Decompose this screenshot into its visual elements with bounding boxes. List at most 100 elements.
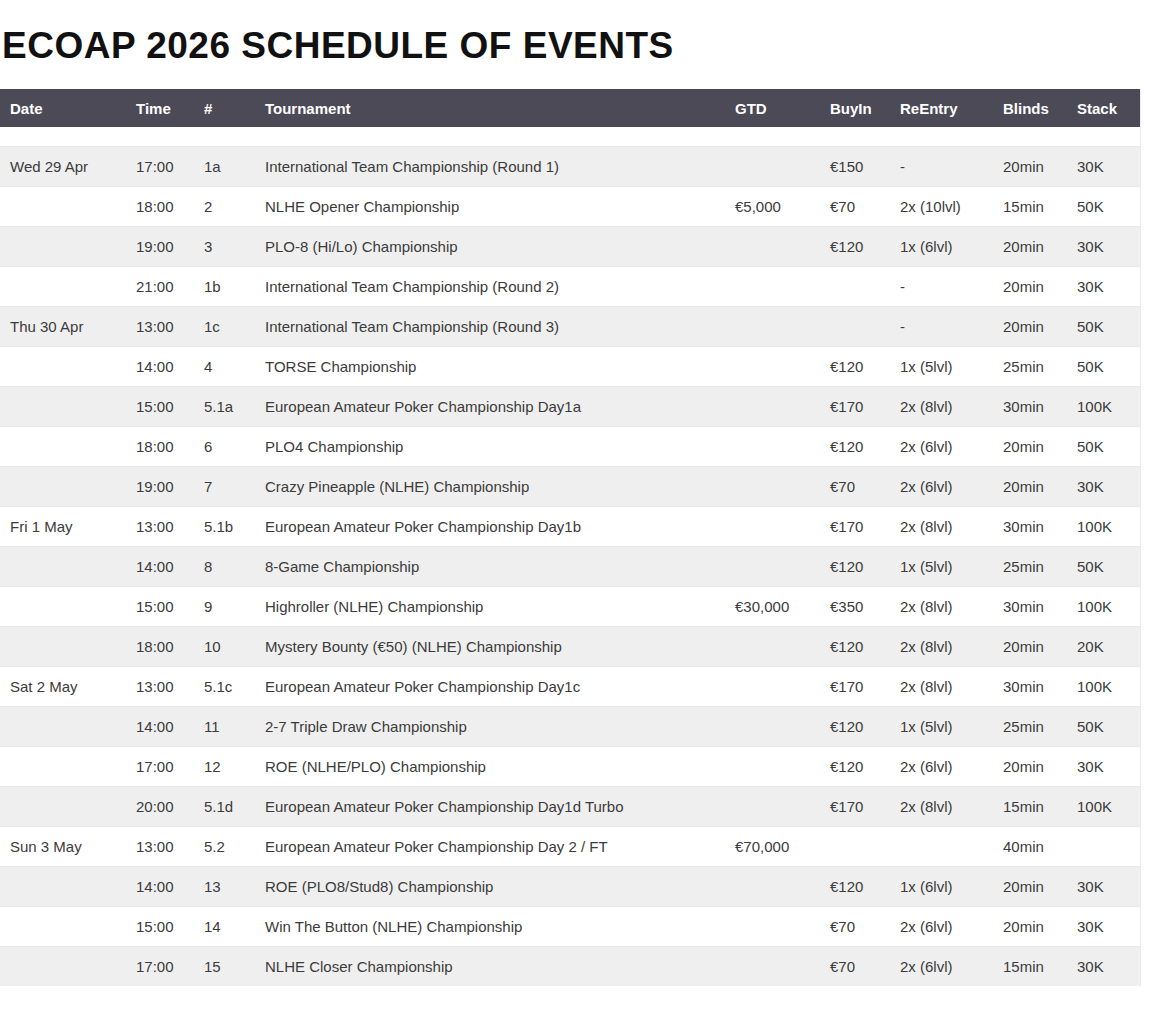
spacer-row xyxy=(0,127,1140,146)
cell-stack xyxy=(1067,826,1140,866)
table-row: 18:006PLO4 Championship€1202x (6lvl)20mi… xyxy=(0,426,1140,466)
table-row: Wed 29 Apr17:001aInternational Team Cham… xyxy=(0,146,1140,186)
cell-blinds: 20min xyxy=(993,226,1067,266)
table-row: 21:001bInternational Team Championship (… xyxy=(0,266,1140,306)
cell-tournament: PLO-8 (Hi/Lo) Championship xyxy=(255,226,725,266)
cell-time: 20:00 xyxy=(126,786,194,826)
cell-gtd: €30,000 xyxy=(725,586,820,626)
cell-stack: 100K xyxy=(1067,586,1140,626)
cell-date: Thu 30 Apr xyxy=(0,306,126,346)
cell-buyin: €120 xyxy=(820,866,890,906)
cell-num: 15 xyxy=(194,946,255,986)
cell-buyin: €120 xyxy=(820,346,890,386)
cell-num: 2 xyxy=(194,186,255,226)
cell-tournament: NLHE Closer Championship xyxy=(255,946,725,986)
cell-num: 6 xyxy=(194,426,255,466)
cell-blinds: 15min xyxy=(993,186,1067,226)
cell-gtd xyxy=(725,906,820,946)
cell-num: 5.1a xyxy=(194,386,255,426)
cell-time: 18:00 xyxy=(126,626,194,666)
cell-gtd: €70,000 xyxy=(725,826,820,866)
cell-time: 17:00 xyxy=(126,746,194,786)
cell-reentry: - xyxy=(890,266,993,306)
cell-buyin: €70 xyxy=(820,186,890,226)
cell-tournament: NLHE Opener Championship xyxy=(255,186,725,226)
cell-buyin: €70 xyxy=(820,906,890,946)
cell-num: 7 xyxy=(194,466,255,506)
cell-reentry: 1x (5lvl) xyxy=(890,546,993,586)
cell-time: 15:00 xyxy=(126,906,194,946)
cell-reentry: 2x (8lvl) xyxy=(890,506,993,546)
cell-blinds: 20min xyxy=(993,866,1067,906)
cell-stack: 30K xyxy=(1067,146,1140,186)
cell-tournament: ROE (NLHE/PLO) Championship xyxy=(255,746,725,786)
column-header-blinds: Blinds xyxy=(993,89,1067,127)
cell-blinds: 20min xyxy=(993,906,1067,946)
cell-stack: 30K xyxy=(1067,466,1140,506)
cell-gtd xyxy=(725,306,820,346)
cell-num: 12 xyxy=(194,746,255,786)
cell-num: 8 xyxy=(194,546,255,586)
cell-gtd xyxy=(725,346,820,386)
cell-blinds: 20min xyxy=(993,426,1067,466)
cell-blinds: 40min xyxy=(993,826,1067,866)
cell-reentry: 2x (6lvl) xyxy=(890,426,993,466)
cell-tournament: 8-Game Championship xyxy=(255,546,725,586)
cell-buyin: €120 xyxy=(820,626,890,666)
cell-gtd xyxy=(725,466,820,506)
cell-stack: 30K xyxy=(1067,866,1140,906)
cell-time: 14:00 xyxy=(126,866,194,906)
cell-reentry: 1x (6lvl) xyxy=(890,226,993,266)
cell-blinds: 25min xyxy=(993,346,1067,386)
cell-date xyxy=(0,906,126,946)
cell-buyin: €150 xyxy=(820,146,890,186)
cell-tournament: European Amateur Poker Championship Day … xyxy=(255,826,725,866)
cell-stack: 50K xyxy=(1067,706,1140,746)
table-row: 14:00112-7 Triple Draw Championship€1201… xyxy=(0,706,1140,746)
cell-blinds: 20min xyxy=(993,746,1067,786)
cell-date xyxy=(0,266,126,306)
cell-buyin: €170 xyxy=(820,666,890,706)
cell-buyin: €120 xyxy=(820,546,890,586)
cell-date xyxy=(0,786,126,826)
column-header-gtd: GTD xyxy=(725,89,820,127)
cell-stack: 100K xyxy=(1067,386,1140,426)
cell-time: 21:00 xyxy=(126,266,194,306)
cell-num: 5.1c xyxy=(194,666,255,706)
cell-num: 10 xyxy=(194,626,255,666)
cell-stack: 50K xyxy=(1067,186,1140,226)
cell-time: 13:00 xyxy=(126,826,194,866)
cell-gtd xyxy=(725,506,820,546)
cell-time: 13:00 xyxy=(126,666,194,706)
cell-time: 14:00 xyxy=(126,706,194,746)
cell-time: 14:00 xyxy=(126,346,194,386)
table-row: 14:004TORSE Championship€1201x (5lvl)25m… xyxy=(0,346,1140,386)
cell-gtd xyxy=(725,386,820,426)
cell-date xyxy=(0,626,126,666)
cell-buyin: €120 xyxy=(820,226,890,266)
cell-reentry: 1x (6lvl) xyxy=(890,866,993,906)
cell-date xyxy=(0,466,126,506)
cell-blinds: 25min xyxy=(993,706,1067,746)
cell-reentry: 2x (6lvl) xyxy=(890,466,993,506)
cell-num: 9 xyxy=(194,586,255,626)
cell-gtd xyxy=(725,666,820,706)
cell-reentry: 2x (6lvl) xyxy=(890,946,993,986)
cell-reentry: 2x (6lvl) xyxy=(890,746,993,786)
column-header-tournament: Tournament xyxy=(255,89,725,127)
cell-gtd: €5,000 xyxy=(725,186,820,226)
cell-stack: 100K xyxy=(1067,786,1140,826)
cell-num: 1b xyxy=(194,266,255,306)
cell-stack: 50K xyxy=(1067,306,1140,346)
cell-reentry: 2x (10lvl) xyxy=(890,186,993,226)
cell-tournament: International Team Championship (Round 2… xyxy=(255,266,725,306)
column-header-reentry: ReEntry xyxy=(890,89,993,127)
cell-num: 1c xyxy=(194,306,255,346)
cell-buyin: €70 xyxy=(820,946,890,986)
column-header-stack: Stack xyxy=(1067,89,1140,127)
cell-date xyxy=(0,866,126,906)
cell-gtd xyxy=(725,866,820,906)
table-row: 18:002NLHE Opener Championship€5,000€702… xyxy=(0,186,1140,226)
cell-time: 18:00 xyxy=(126,426,194,466)
cell-gtd xyxy=(725,706,820,746)
